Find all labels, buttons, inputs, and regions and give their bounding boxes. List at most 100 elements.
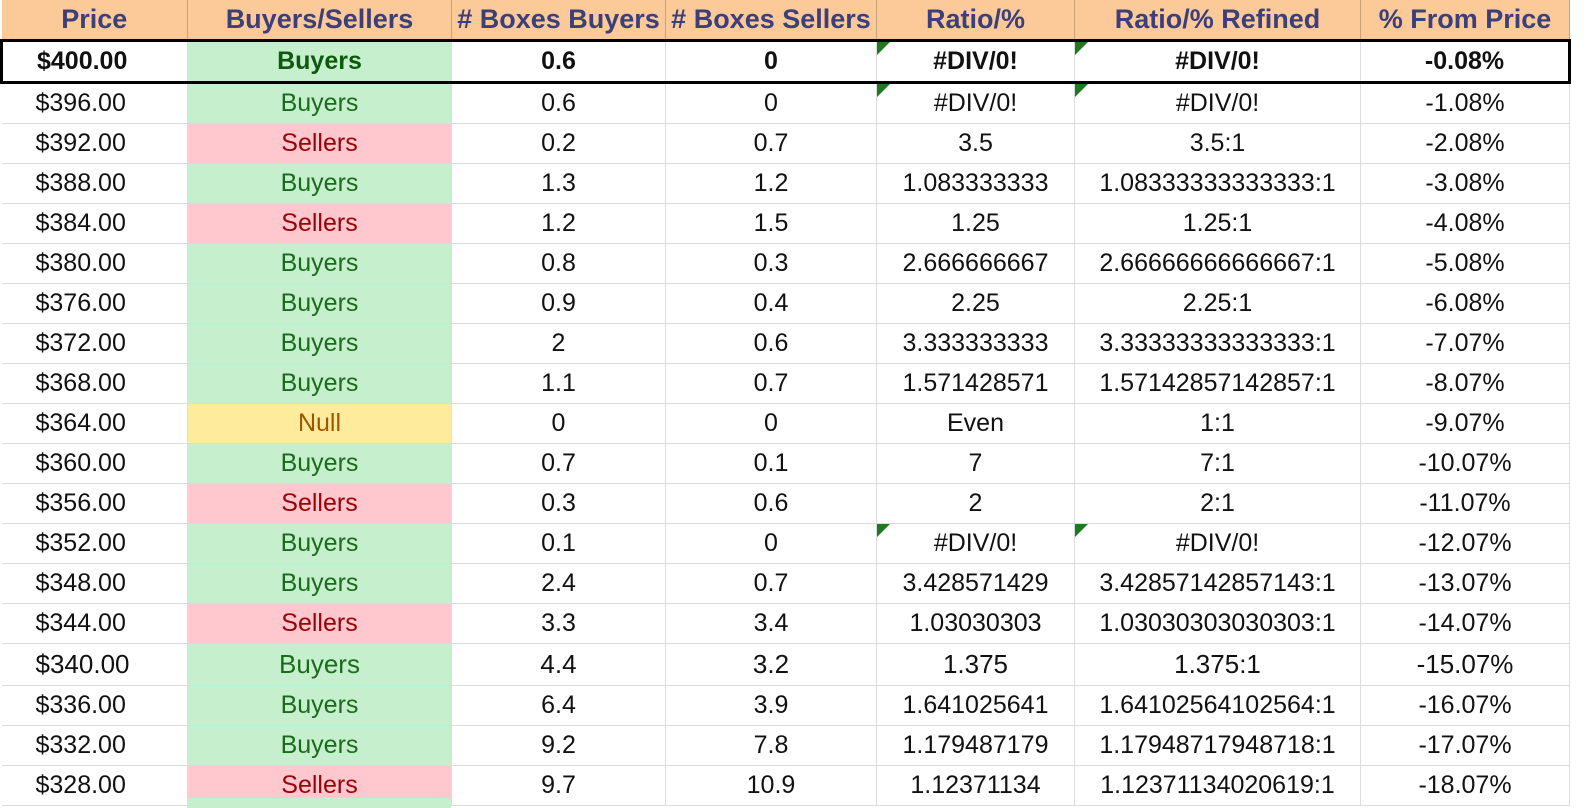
cell-from-price[interactable]: -2.08%: [1360, 123, 1570, 164]
cell-buyers-sellers[interactable]: Buyers: [187, 443, 452, 484]
cell-boxes-sellers[interactable]: 7.8: [665, 725, 877, 766]
cell-boxes-buyers[interactable]: 9.2: [451, 725, 666, 766]
cell-boxes-sellers[interactable]: 0: [665, 82, 877, 124]
cell-price[interactable]: $340.00: [1, 643, 188, 686]
cell-boxes-sellers[interactable]: 10.9: [665, 765, 877, 806]
cell-ratio[interactable]: 3.5: [876, 123, 1075, 164]
cell-ratio[interactable]: 1.083333333: [876, 163, 1075, 204]
cell-ratio[interactable]: 1.03030303: [876, 603, 1075, 644]
cell-boxes-sellers[interactable]: 0.7: [665, 563, 877, 604]
cell-boxes-buyers[interactable]: 0.3: [451, 483, 666, 524]
cell-price[interactable]: $348.00: [1, 563, 188, 604]
cell-ratio[interactable]: 7: [876, 443, 1075, 484]
cell-boxes-buyers[interactable]: 9.7: [451, 765, 666, 806]
cell-ratio-refined[interactable]: 3.33333333333333:1: [1074, 323, 1361, 364]
cell-buyers-sellers[interactable]: Buyers: [187, 283, 452, 324]
cell-buyers-sellers[interactable]: Sellers: [187, 483, 452, 524]
header-boxes-sellers[interactable]: # Boxes Sellers: [665, 0, 877, 41]
cell-price[interactable]: $368.00: [1, 363, 188, 404]
cell-from-price[interactable]: -3.08%: [1360, 163, 1570, 204]
cell-boxes-sellers[interactable]: 0.6: [665, 483, 877, 524]
cell-ratio-refined[interactable]: 3.42857142857143:1: [1074, 563, 1361, 604]
cell-ratio[interactable]: 2: [876, 483, 1075, 524]
cell-boxes-buyers[interactable]: 0: [451, 403, 666, 444]
cell-ratio-refined[interactable]: 1.12371134020619:1: [1074, 765, 1361, 806]
cell-boxes-buyers[interactable]: 0.9: [451, 283, 666, 324]
cell-buyers-sellers[interactable]: Buyers: [187, 163, 452, 204]
cell-boxes-sellers[interactable]: 0.7: [665, 123, 877, 164]
cell-buyers-sellers[interactable]: Buyers: [187, 725, 452, 766]
cell-ratio[interactable]: #DIV/0!: [876, 82, 1075, 124]
cell-ratio-refined[interactable]: 3.5:1: [1074, 123, 1361, 164]
cell-price[interactable]: $360.00: [1, 443, 188, 484]
cell-ratio-refined[interactable]: 1.375:1: [1074, 643, 1361, 686]
cell-ratio[interactable]: 1.12371134: [876, 765, 1075, 806]
header-ratio[interactable]: Ratio/%: [876, 0, 1075, 41]
cell-from-price[interactable]: -0.08%: [1360, 39, 1571, 84]
cell-buyers-sellers[interactable]: Buyers: [187, 363, 452, 404]
cell-price[interactable]: $336.00: [1, 685, 188, 726]
cell-boxes-buyers[interactable]: 0.6: [451, 82, 666, 124]
cell-buyers-sellers[interactable]: Buyers: [187, 243, 452, 284]
cell-boxes-sellers[interactable]: 0.4: [665, 283, 877, 324]
cell-ratio-refined[interactable]: 1.03030303030303:1: [1074, 603, 1361, 644]
cell-ratio-refined[interactable]: 1.17948717948718:1: [1074, 725, 1361, 766]
cell-ratio[interactable]: 3.333333333: [876, 323, 1075, 364]
cell-ratio-refined[interactable]: 1.57142857142857:1: [1074, 363, 1361, 404]
header-ratio-refined[interactable]: Ratio/% Refined: [1074, 0, 1361, 41]
cell-ratio[interactable]: 2.25: [876, 283, 1075, 324]
cell-boxes-sellers[interactable]: 0: [665, 403, 877, 444]
cell-price[interactable]: $344.00: [1, 603, 188, 644]
cell-ratio-refined[interactable]: #DIV/0!: [1074, 82, 1361, 124]
cell-boxes-buyers[interactable]: 0.7: [451, 443, 666, 484]
cell-ratio[interactable]: 2.666666667: [876, 243, 1075, 284]
cell-ratio-refined[interactable]: #DIV/0!: [1074, 523, 1361, 564]
cell-buyers-sellers[interactable]: Sellers: [187, 603, 452, 644]
cell-from-price[interactable]: -9.07%: [1360, 403, 1570, 444]
cell-buyers-sellers[interactable]: Buyers: [187, 39, 452, 84]
cell-price[interactable]: $328.00: [1, 765, 188, 806]
cell-from-price[interactable]: -18.07%: [1360, 765, 1570, 806]
cell-from-price[interactable]: -8.07%: [1360, 363, 1570, 404]
cell-price[interactable]: $396.00: [1, 82, 188, 124]
cell-from-price[interactable]: -6.08%: [1360, 283, 1570, 324]
cell-from-price[interactable]: -16.07%: [1360, 685, 1570, 726]
cell-boxes-sellers[interactable]: 3.2: [665, 643, 877, 686]
cell-boxes-sellers[interactable]: 0.7: [665, 363, 877, 404]
cell-ratio-refined[interactable]: 1.64102564102564:1: [1074, 685, 1361, 726]
cell-ratio-refined[interactable]: 2.66666666666667:1: [1074, 243, 1361, 284]
cell-ratio[interactable]: #DIV/0!: [876, 39, 1075, 84]
cell-boxes-sellers[interactable]: 3.4: [665, 603, 877, 644]
cell-price[interactable]: $388.00: [1, 163, 188, 204]
cell-from-price[interactable]: -4.08%: [1360, 203, 1570, 244]
cell-ratio-refined[interactable]: 2.25:1: [1074, 283, 1361, 324]
cell-buyers-sellers[interactable]: Null: [187, 403, 452, 444]
cell-boxes-sellers[interactable]: 0.1: [665, 443, 877, 484]
cell-ratio-refined[interactable]: 2:1: [1074, 483, 1361, 524]
cell-boxes-sellers[interactable]: 1.2: [665, 163, 877, 204]
cell-ratio[interactable]: 3.428571429: [876, 563, 1075, 604]
cell-price[interactable]: $400.00: [0, 39, 188, 84]
cell-boxes-buyers[interactable]: 2: [451, 323, 666, 364]
cell-price[interactable]: $356.00: [1, 483, 188, 524]
cell-ratio[interactable]: 1.571428571: [876, 363, 1075, 404]
cell-price[interactable]: $364.00: [1, 403, 188, 444]
cell-from-price[interactable]: -17.07%: [1360, 725, 1570, 766]
header-buyers-sellers[interactable]: Buyers/Sellers: [187, 0, 452, 41]
cell-buyers-sellers[interactable]: Buyers: [187, 523, 452, 564]
cell-boxes-buyers[interactable]: 0.1: [451, 523, 666, 564]
cell-price[interactable]: $376.00: [1, 283, 188, 324]
cell-price[interactable]: $372.00: [1, 323, 188, 364]
cell-price[interactable]: $380.00: [1, 243, 188, 284]
cell-boxes-buyers[interactable]: 0.8: [451, 243, 666, 284]
cell-ratio[interactable]: #DIV/0!: [876, 523, 1075, 564]
cell-ratio[interactable]: Even: [876, 403, 1075, 444]
cell-boxes-buyers[interactable]: 1.1: [451, 363, 666, 404]
cell-boxes-buyers[interactable]: 3.3: [451, 603, 666, 644]
cell-ratio[interactable]: 1.179487179: [876, 725, 1075, 766]
cell-boxes-buyers[interactable]: 1.2: [451, 203, 666, 244]
cell-buyers-sellers[interactable]: Sellers: [187, 203, 452, 244]
header-boxes-buyers[interactable]: # Boxes Buyers: [451, 0, 666, 41]
cell-ratio[interactable]: 1.641025641: [876, 685, 1075, 726]
cell-buyers-sellers[interactable]: Buyers: [187, 685, 452, 726]
